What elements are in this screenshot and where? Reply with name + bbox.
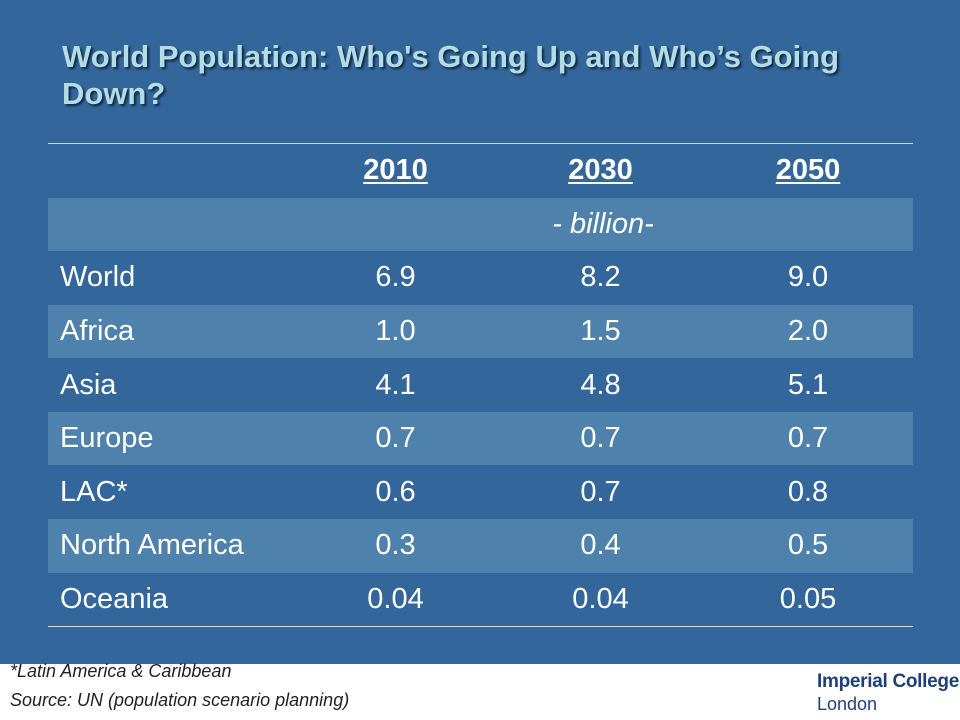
table-row: North America 0.3 0.4 0.5 — [48, 519, 913, 573]
region-cell: LAC* — [60, 475, 128, 508]
population-table: 2010 2030 2050 - billion- World 6.9 8.2 … — [48, 143, 913, 627]
slide-title: World Population: Who's Going Up and Who… — [62, 39, 840, 111]
header-empty-cell — [48, 144, 293, 198]
unit-row: - billion- — [48, 197, 913, 252]
table-row: Oceania 0.04 0.04 0.05 — [48, 573, 913, 627]
region-cell: North America — [60, 529, 244, 562]
value-cell: 9.0 — [787, 261, 829, 294]
header-year-2050: 2050 — [775, 154, 841, 187]
imperial-college-logo: Imperial College London — [817, 671, 959, 715]
footnote-text: *Latin America & Caribbean — [10, 661, 232, 681]
region-cell: Oceania — [60, 582, 169, 615]
value-cell: 0.04 — [367, 582, 424, 615]
value-cell: 0.3 — [375, 529, 416, 562]
value-cell: 0.7 — [787, 422, 829, 455]
value-cell: 0.4 — [580, 529, 621, 562]
value-cell: 1.0 — [375, 314, 416, 347]
table-row: World 6.9 8.2 9.0 — [48, 251, 913, 305]
table-row: Europe 0.7 0.7 0.7 — [48, 411, 913, 466]
value-cell: 0.05 — [779, 582, 837, 615]
value-cell: 0.6 — [375, 475, 416, 508]
header-year-2010: 2010 — [363, 154, 428, 187]
region-cell: Asia — [60, 368, 117, 401]
logo-line-2: London — [817, 694, 878, 714]
unit-label: - billion- — [552, 207, 654, 240]
value-cell: 0.7 — [580, 475, 621, 508]
value-cell: 6.9 — [375, 261, 416, 294]
region-cell: Europe — [60, 422, 154, 455]
logo-line-1: Imperial College — [817, 671, 959, 692]
unit-empty-cell — [48, 198, 293, 252]
table-row: Africa 1.0 1.5 2.0 — [48, 304, 913, 359]
value-cell: 4.8 — [580, 368, 621, 401]
table-row: Asia 4.1 4.8 5.1 — [48, 358, 913, 412]
slide-footer — [0, 664, 960, 720]
value-cell: 0.04 — [572, 582, 629, 615]
table-row: LAC* 0.6 0.7 0.8 — [48, 465, 913, 519]
value-cell: 0.5 — [787, 529, 829, 562]
slide-background: World Population: Who's Going Up and Who… — [0, 0, 960, 664]
value-cell: 1.5 — [580, 314, 621, 347]
value-cell: 8.2 — [580, 261, 621, 294]
value-cell: 0.7 — [375, 422, 416, 455]
value-cell: 2.0 — [787, 314, 829, 347]
header-year-2030: 2030 — [568, 154, 633, 187]
value-cell: 0.7 — [580, 422, 621, 455]
value-cell: 0.8 — [787, 475, 829, 508]
region-cell: World — [60, 261, 136, 294]
value-cell: 5.1 — [787, 368, 829, 401]
region-cell: Africa — [60, 314, 135, 347]
footnote-block: *Latin America & Caribbean Source: UN (p… — [10, 657, 349, 715]
value-cell: 4.1 — [375, 368, 416, 401]
source-text: Source: UN (population scenario planning… — [10, 690, 350, 710]
table-header-row: 2010 2030 2050 — [48, 143, 913, 198]
